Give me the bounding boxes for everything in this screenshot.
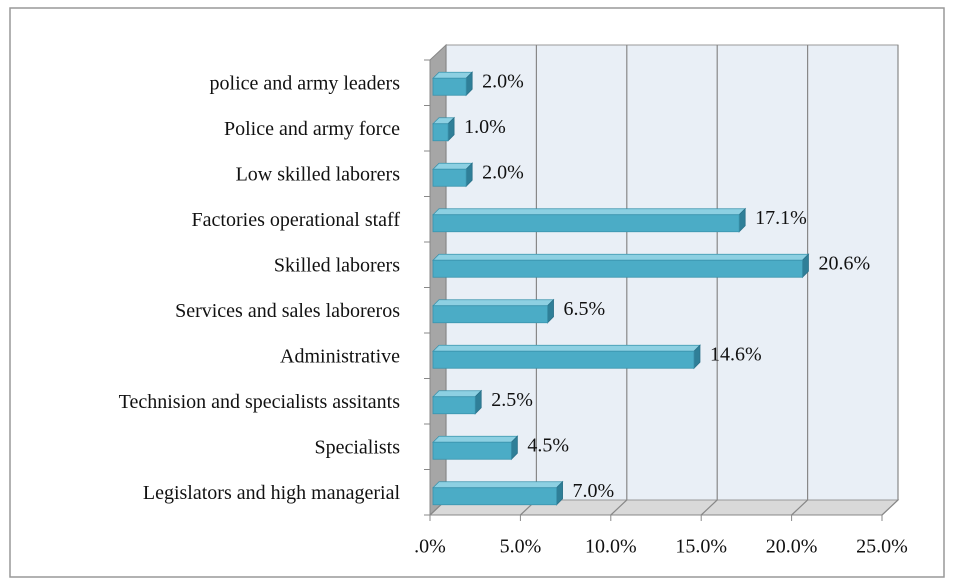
bar-top <box>432 390 483 398</box>
y-tick-label: Services and sales laboreros <box>175 300 400 322</box>
value-label: 6.5% <box>564 298 606 320</box>
bar <box>432 350 695 369</box>
value-label: 2.0% <box>482 70 524 92</box>
bar-top <box>432 344 701 352</box>
y-tick-label: Legislators and high managerial <box>143 482 401 504</box>
y-tick-label: Administrative <box>280 345 400 367</box>
bar <box>432 168 467 187</box>
bar-top <box>432 481 564 489</box>
grid-line <box>791 45 809 516</box>
bar <box>432 487 557 506</box>
bar-top <box>432 208 747 216</box>
y-tick-label: Skilled laborers <box>274 254 400 276</box>
value-label: 7.0% <box>573 480 615 502</box>
bar <box>432 214 740 233</box>
y-tick-label: Factories operational staff <box>192 209 401 231</box>
y-tick-label: Technision and specialists assitants <box>119 391 401 413</box>
y-tick-label: Police and army force <box>224 118 400 140</box>
grid-line <box>700 45 718 516</box>
value-label: 14.6% <box>710 343 762 365</box>
x-tick-label: 10.0% <box>585 536 637 558</box>
value-label: 2.0% <box>482 161 524 183</box>
bar-top <box>432 435 519 443</box>
value-label: 20.6% <box>818 252 870 274</box>
bar-top <box>432 162 474 170</box>
x-tick-label: 15.0% <box>675 536 727 558</box>
bar <box>432 259 803 278</box>
bar <box>432 396 476 415</box>
bar-top <box>432 253 810 261</box>
bar-top <box>432 71 474 79</box>
grid-line <box>610 45 628 516</box>
y-tick-label: police and army leaders <box>210 72 401 94</box>
x-tick-label: 25.0% <box>856 536 908 558</box>
value-label: 1.0% <box>464 116 506 138</box>
value-label: 17.1% <box>755 207 807 229</box>
bar <box>432 305 548 324</box>
x-tick-label: .0% <box>414 536 446 558</box>
value-label: 4.5% <box>527 434 569 456</box>
x-tick-label: 20.0% <box>766 536 818 558</box>
bar <box>432 441 512 460</box>
bar <box>432 123 449 142</box>
bar-top <box>432 299 555 307</box>
grid-line <box>881 45 899 516</box>
y-tick-label: Low skilled laborers <box>236 163 401 185</box>
x-tick-label: 5.0% <box>500 536 542 558</box>
y-tick-label: Specialists <box>314 436 400 458</box>
value-label: 2.5% <box>491 389 533 411</box>
bar <box>432 77 467 96</box>
